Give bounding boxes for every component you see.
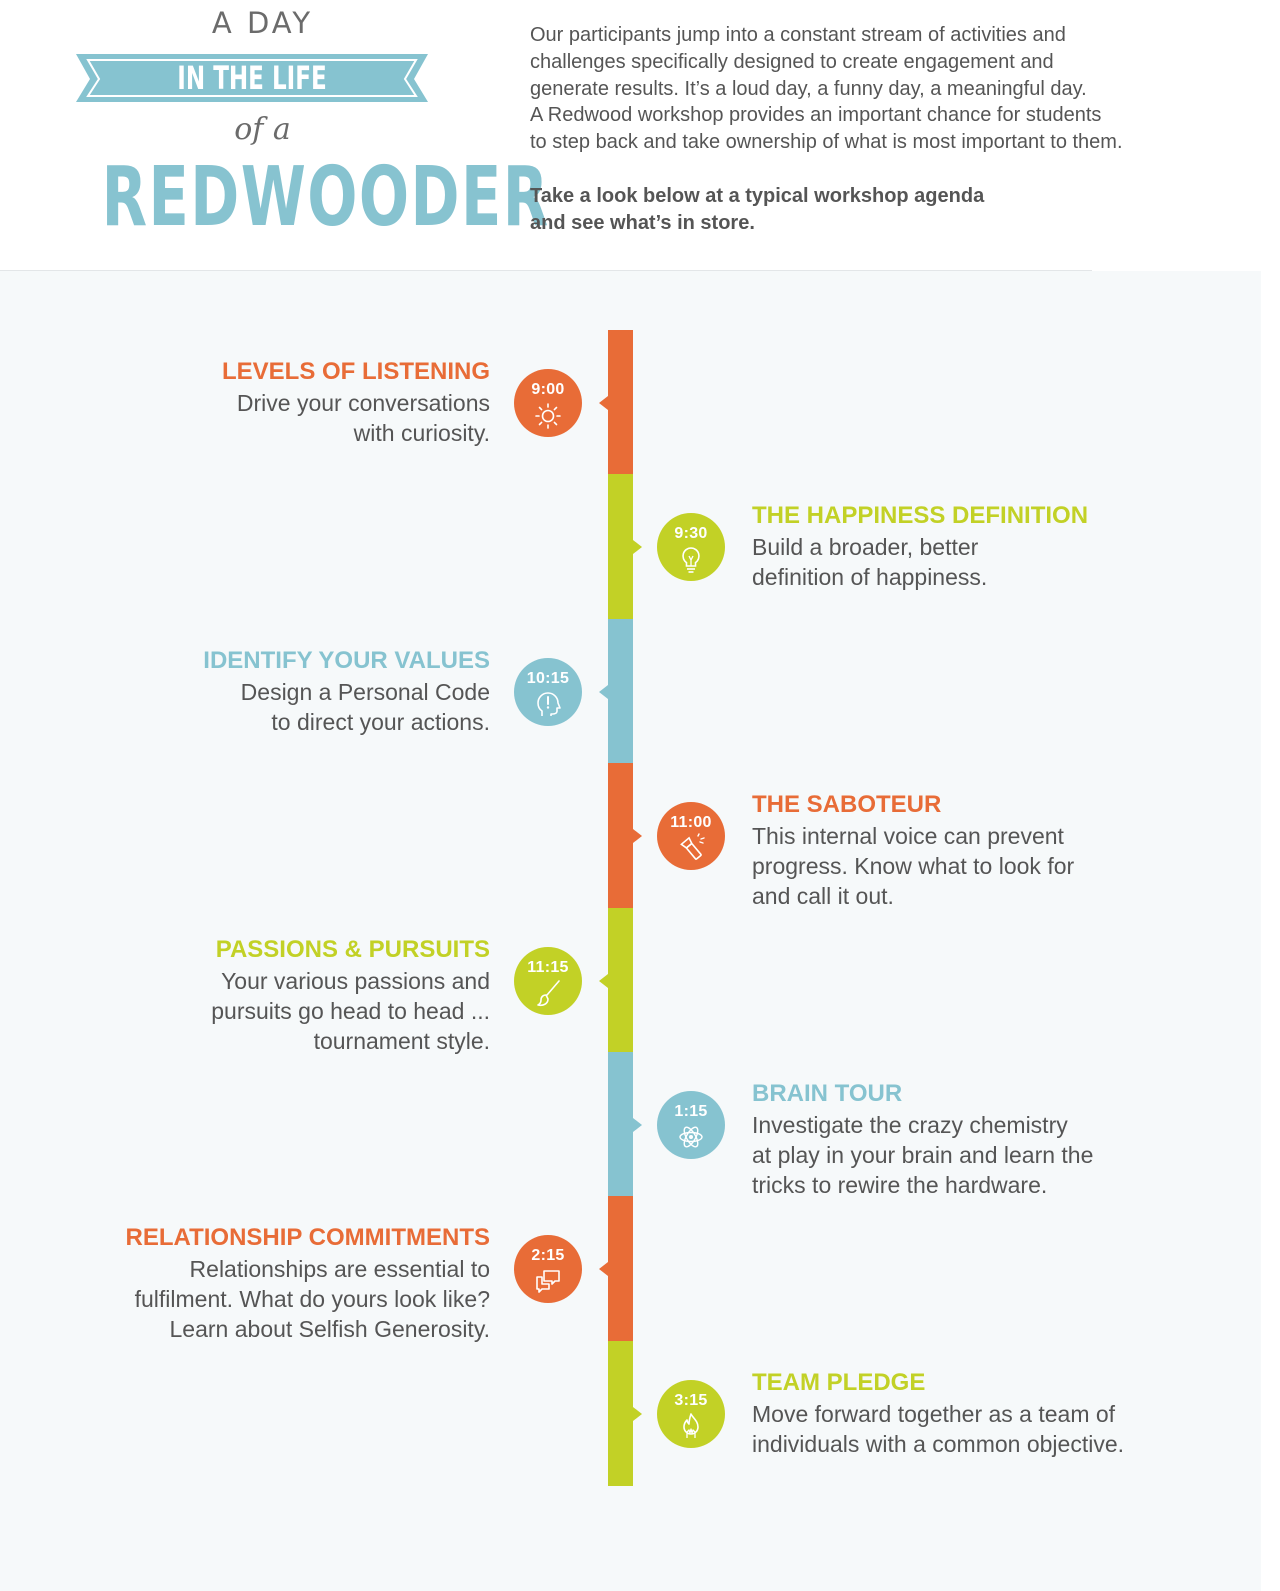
timeline-pointer: [599, 396, 608, 410]
header-line-a-day: A DAY: [211, 6, 314, 40]
agenda-item-description: Move forward together as a team of indiv…: [752, 1400, 1125, 1457]
intro-block: Our participants jump into a constant st…: [530, 22, 1190, 237]
agenda-item-description: Build a broader, better definition of ha…: [752, 534, 988, 591]
time-badge: 9:00: [514, 369, 582, 437]
time-badge: 11:15: [514, 946, 582, 1015]
agenda-timeline: 9:00 LEVELS OF LISTENING Drive your conver…: [0, 271, 1261, 1591]
agenda-item-title: IDENTIFY YOUR VALUES: [203, 646, 490, 674]
header-banner-text: IN THE LIFE: [177, 59, 327, 97]
timeline-pointer: [633, 1118, 642, 1132]
atom-icon: [679, 1126, 703, 1148]
agenda-item-description: This internal voice can prevent progress…: [752, 823, 1075, 910]
timeline-bar-segment: [608, 330, 633, 475]
time-label: 3:15: [674, 1391, 708, 1409]
chat-bubbles-icon: [536, 1270, 560, 1294]
agenda-item-title: RELATIONSHIP COMMITMENTS: [125, 1224, 490, 1252]
time-badge: 1:15: [657, 1091, 725, 1159]
agenda-item: THE HAPPINESS DEFINITION Build a broader,…: [752, 502, 1182, 592]
timeline-bar-segment: [608, 1196, 633, 1342]
sun-icon: [535, 403, 561, 429]
agenda-item-title: THE SABOTEUR: [752, 791, 942, 819]
agenda-item-description: Drive your conversations with curiosity.: [236, 390, 490, 446]
timeline-pointer: [599, 684, 608, 699]
agenda-item-description: Investigate the crazy chemistry at play …: [752, 1112, 1094, 1198]
flame-hand-icon: [683, 1412, 699, 1438]
head-exclamation-icon: [537, 692, 561, 716]
time-label: 10:15: [526, 669, 570, 687]
lightbulb-icon: [682, 547, 700, 574]
timeline-pointer: [599, 1262, 608, 1277]
timeline-pointer: [633, 540, 642, 555]
agenda-item: RELATIONSHIP COMMITMENTS Relationships ar…: [60, 1224, 490, 1344]
header-title: REDWOODER: [101, 150, 550, 245]
timeline-pointer: [633, 829, 642, 844]
time-badge: 2:15: [514, 1235, 582, 1304]
time-label: 2:15: [531, 1247, 565, 1265]
timeline-bar-segment: [608, 474, 633, 620]
timeline-bar-segment: [608, 763, 633, 909]
timeline-bar-segment: [608, 1340, 633, 1486]
agenda-item-description: Design a Personal Code to direct your ac…: [240, 678, 490, 735]
intro-call-to-action: Take a look below at a typical workshop …: [530, 184, 985, 234]
agenda-item-title: TEAM PLEDGE: [752, 1368, 926, 1396]
timeline-pointer: [599, 973, 608, 988]
timeline-pointer: [633, 1406, 642, 1421]
time-label: 1:15: [674, 1103, 708, 1120]
agenda-item: LEVELS OF LISTENING Drive your conversati…: [60, 358, 490, 448]
agenda-item: PASSIONS & PURSUITS Your various passions…: [60, 936, 490, 1056]
agenda-item-title: BRAIN TOUR: [752, 1080, 903, 1107]
time-badge: 9:30: [657, 513, 725, 582]
time-badge: 10:15: [514, 657, 582, 726]
header: A DAY IN THE LIFE of a REDWOODER Our par…: [0, 0, 1280, 272]
agenda-item: TEAM PLEDGE Move forward together as a te…: [752, 1369, 1182, 1459]
header-ribbon-banner: IN THE LIFE: [76, 52, 428, 104]
agenda-item: BRAIN TOUR Investigate the crazy chemistr…: [752, 1080, 1182, 1200]
time-label: 9:30: [674, 525, 708, 543]
timeline-bar-segment: [608, 1052, 633, 1197]
agenda-item-title: LEVELS OF LISTENING: [221, 358, 490, 385]
agenda-item: THE SABOTEUR This internal voice can prev…: [752, 791, 1182, 911]
header-line-of-a: of a: [234, 112, 291, 147]
intro-paragraph: Our participants jump into a constant st…: [530, 24, 1123, 154]
paintbrush-icon: [537, 979, 560, 1006]
agenda-item-description: Your various passions and pursuits go he…: [211, 967, 490, 1054]
time-badge: 11:00: [657, 802, 725, 871]
agenda-item: IDENTIFY YOUR VALUES Design a Personal Co…: [60, 647, 490, 737]
agenda-item-description: Relationships are essential to fulfilmen…: [134, 1256, 490, 1343]
timeline-bar-segment: [608, 907, 633, 1053]
time-badge: 3:15: [657, 1379, 725, 1448]
agenda-item-title: PASSIONS & PURSUITS: [215, 935, 490, 963]
agenda-item-title: THE HAPPINESS DEFINITION: [752, 502, 1089, 530]
timeline-bar-segment: [608, 618, 633, 764]
time-label: 11:15: [527, 958, 569, 976]
flashlight-icon: [680, 833, 705, 861]
ribbon-shape: [76, 54, 428, 102]
header-divider: [0, 270, 1092, 271]
time-label: 11:00: [670, 814, 712, 832]
time-label: 9:00: [531, 381, 565, 398]
